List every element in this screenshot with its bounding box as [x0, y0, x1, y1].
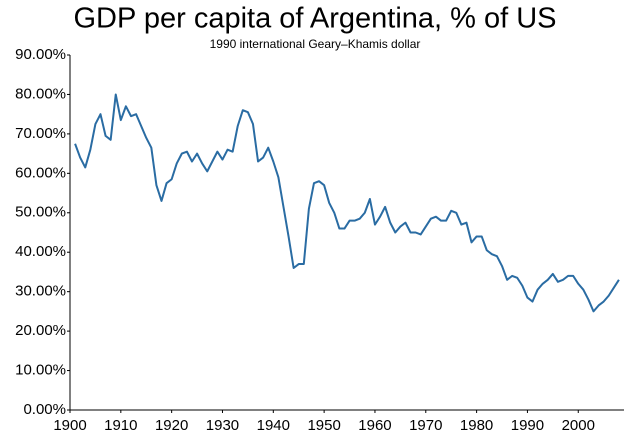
y-tick-label: 90.00%	[15, 46, 66, 63]
x-tick-label: 1960	[358, 417, 391, 434]
y-tick-label: 60.00%	[15, 164, 66, 181]
y-tick-label: 30.00%	[15, 283, 66, 300]
y-tick-label: 40.00%	[15, 243, 66, 260]
x-tick-label: 1910	[104, 417, 137, 434]
x-tick-label: 1900	[53, 417, 86, 434]
x-tick-label: 1990	[511, 417, 544, 434]
chart-title: GDP per capita of Argentina, % of US	[73, 3, 556, 35]
y-tick-label: 0.00%	[23, 401, 66, 418]
data-line	[74, 93, 620, 313]
y-tick-label: 10.00%	[15, 362, 66, 379]
x-tick-label: 1980	[460, 417, 493, 434]
x-tick-label: 2000	[562, 417, 595, 434]
x-tick-label: 1920	[155, 417, 188, 434]
y-tick-label: 80.00%	[15, 85, 66, 102]
chart-subtitle: 1990 international Geary–Khamis dollar	[210, 37, 421, 51]
x-tick-label: 1930	[206, 417, 239, 434]
y-tick-label: 50.00%	[15, 204, 66, 221]
x-tick-label: 1940	[257, 417, 290, 434]
y-tick-label: 70.00%	[15, 125, 66, 142]
x-tick-label: 1970	[409, 417, 442, 434]
y-tick-label: 20.00%	[15, 322, 66, 339]
x-tick-label: 1950	[307, 417, 340, 434]
